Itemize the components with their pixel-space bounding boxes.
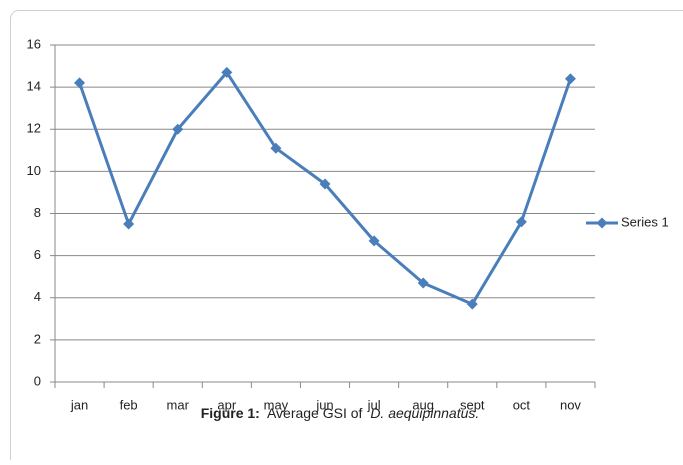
y-tick-label: 4 <box>34 289 41 304</box>
caption: Figure 1: Average GSI of D. aequipinnatu… <box>201 405 480 421</box>
chart-frame <box>11 11 683 461</box>
legend-label: Series 1 <box>621 214 669 229</box>
x-tick-label: apr <box>217 397 236 412</box>
x-tick-label: may <box>264 397 289 412</box>
y-tick-label: 0 <box>34 373 41 388</box>
x-tick-label: jul <box>367 397 381 412</box>
x-tick-label: jan <box>70 397 88 412</box>
x-tick-label: aug <box>412 397 434 412</box>
x-tick-label: jun <box>315 397 333 412</box>
y-tick-label: 14 <box>27 79 41 94</box>
y-tick-label: 16 <box>27 36 41 51</box>
x-tick-label: nov <box>560 397 581 412</box>
y-tick-label: 6 <box>34 247 41 262</box>
x-tick-label: feb <box>120 397 138 412</box>
y-tick-label: 12 <box>27 121 41 136</box>
x-tick-label: oct <box>513 397 531 412</box>
y-tick-label: 2 <box>34 331 41 346</box>
point <box>565 73 576 84</box>
x-tick-label: mar <box>167 397 190 412</box>
legend-marker <box>597 218 608 229</box>
point <box>123 219 134 230</box>
x-tick-label: sept <box>460 397 485 412</box>
y-tick-label: 8 <box>34 205 41 220</box>
y-tick-label: 10 <box>27 163 41 178</box>
